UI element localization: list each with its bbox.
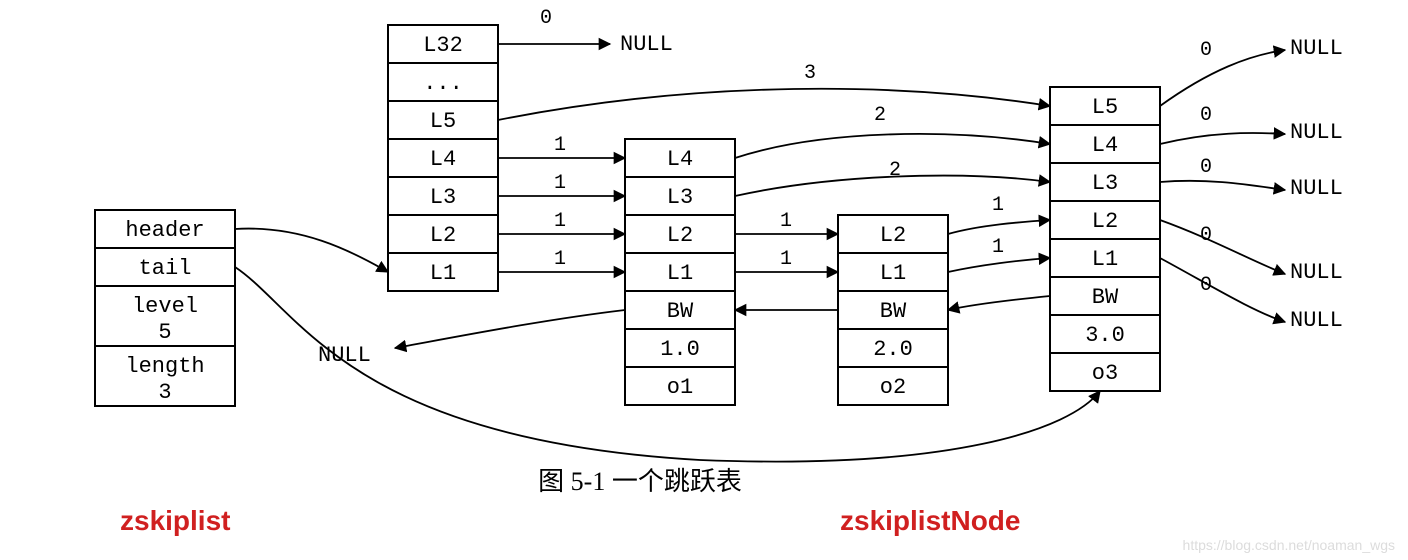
zskiplist-label: 5 bbox=[158, 320, 171, 345]
node2-label: BW bbox=[880, 299, 907, 324]
edge-label: 1 bbox=[780, 248, 792, 271]
header-node-label: L2 bbox=[430, 223, 456, 248]
node1-label: L1 bbox=[667, 261, 693, 286]
edge-label: 3 bbox=[804, 62, 816, 85]
edge bbox=[948, 258, 1050, 272]
zskiplist-label: length bbox=[125, 354, 204, 379]
header-node-label: ... bbox=[423, 71, 463, 96]
node3-label: L2 bbox=[1092, 209, 1118, 234]
edge bbox=[498, 89, 1050, 120]
header-node-label: L3 bbox=[430, 185, 456, 210]
node1-label: L3 bbox=[667, 185, 693, 210]
node2-label: o2 bbox=[880, 375, 906, 400]
zskiplist-label: tail bbox=[139, 256, 192, 281]
figure-caption: 图 5-1 一个跳跃表 bbox=[538, 467, 742, 496]
node1-label: BW bbox=[667, 299, 694, 324]
edge bbox=[1160, 50, 1285, 106]
edge-label: 2 bbox=[874, 104, 886, 127]
node1-label: 1.0 bbox=[660, 337, 700, 362]
edge bbox=[735, 134, 1050, 158]
edge bbox=[1160, 220, 1285, 274]
node3-label: BW bbox=[1092, 285, 1119, 310]
node3-label: L4 bbox=[1092, 133, 1118, 158]
edge-label: 0 bbox=[1200, 104, 1212, 127]
node2-label: L2 bbox=[880, 223, 906, 248]
node1-label: L2 bbox=[667, 223, 693, 248]
zskiplistnode-label: zskiplistNode bbox=[840, 505, 1020, 536]
node3-label: o3 bbox=[1092, 361, 1118, 386]
header-node-label: L1 bbox=[430, 261, 456, 286]
null-label: NULL bbox=[318, 343, 371, 368]
edge-label: 1 bbox=[554, 210, 566, 233]
null-label: NULL bbox=[1290, 176, 1343, 201]
null-label: NULL bbox=[620, 32, 673, 57]
node3-label: L1 bbox=[1092, 247, 1118, 272]
diagram-canvas: headertaillevel5length3L32...L5L4L3L2L1L… bbox=[0, 0, 1408, 560]
edge-label: 0 bbox=[1200, 224, 1212, 247]
edge-label: 1 bbox=[780, 210, 792, 233]
edge bbox=[235, 229, 388, 272]
node3-label: L5 bbox=[1092, 95, 1118, 120]
edge bbox=[948, 220, 1050, 234]
edge bbox=[1160, 258, 1285, 322]
header-node-label: L4 bbox=[430, 147, 456, 172]
edge-label: 1 bbox=[992, 236, 1004, 259]
edge bbox=[1160, 133, 1285, 144]
null-label: NULL bbox=[1290, 260, 1343, 285]
node1-label: o1 bbox=[667, 375, 693, 400]
header-node-label: L32 bbox=[423, 33, 463, 58]
node3-label: 3.0 bbox=[1085, 323, 1125, 348]
node2-label: 2.0 bbox=[873, 337, 913, 362]
node1-label: L4 bbox=[667, 147, 693, 172]
zskiplist-label: 3 bbox=[158, 380, 171, 405]
null-label: NULL bbox=[1290, 120, 1343, 145]
edge-label: 1 bbox=[554, 134, 566, 157]
null-label: NULL bbox=[1290, 36, 1343, 61]
edge-label: 1 bbox=[554, 248, 566, 271]
edge bbox=[395, 310, 625, 348]
edge bbox=[948, 296, 1050, 310]
node2-label: L1 bbox=[880, 261, 906, 286]
edge-label: 2 bbox=[889, 159, 901, 182]
zskiplist-label: header bbox=[125, 218, 204, 243]
zskiplist-label: level bbox=[132, 294, 198, 319]
watermark: https://blog.csdn.net/noaman_wgs bbox=[1183, 537, 1395, 553]
edge bbox=[1160, 181, 1285, 190]
header-node-label: L5 bbox=[430, 109, 456, 134]
zskiplist-label: zskiplist bbox=[120, 505, 230, 536]
edge-label: 1 bbox=[554, 172, 566, 195]
edge-label: 0 bbox=[1200, 156, 1212, 179]
node3-label: L3 bbox=[1092, 171, 1118, 196]
edge-label: 0 bbox=[1200, 274, 1212, 297]
edge-label: 0 bbox=[1200, 39, 1212, 62]
edge-label: 0 bbox=[540, 7, 552, 30]
edge-label: 1 bbox=[992, 194, 1004, 217]
null-label: NULL bbox=[1290, 308, 1343, 333]
